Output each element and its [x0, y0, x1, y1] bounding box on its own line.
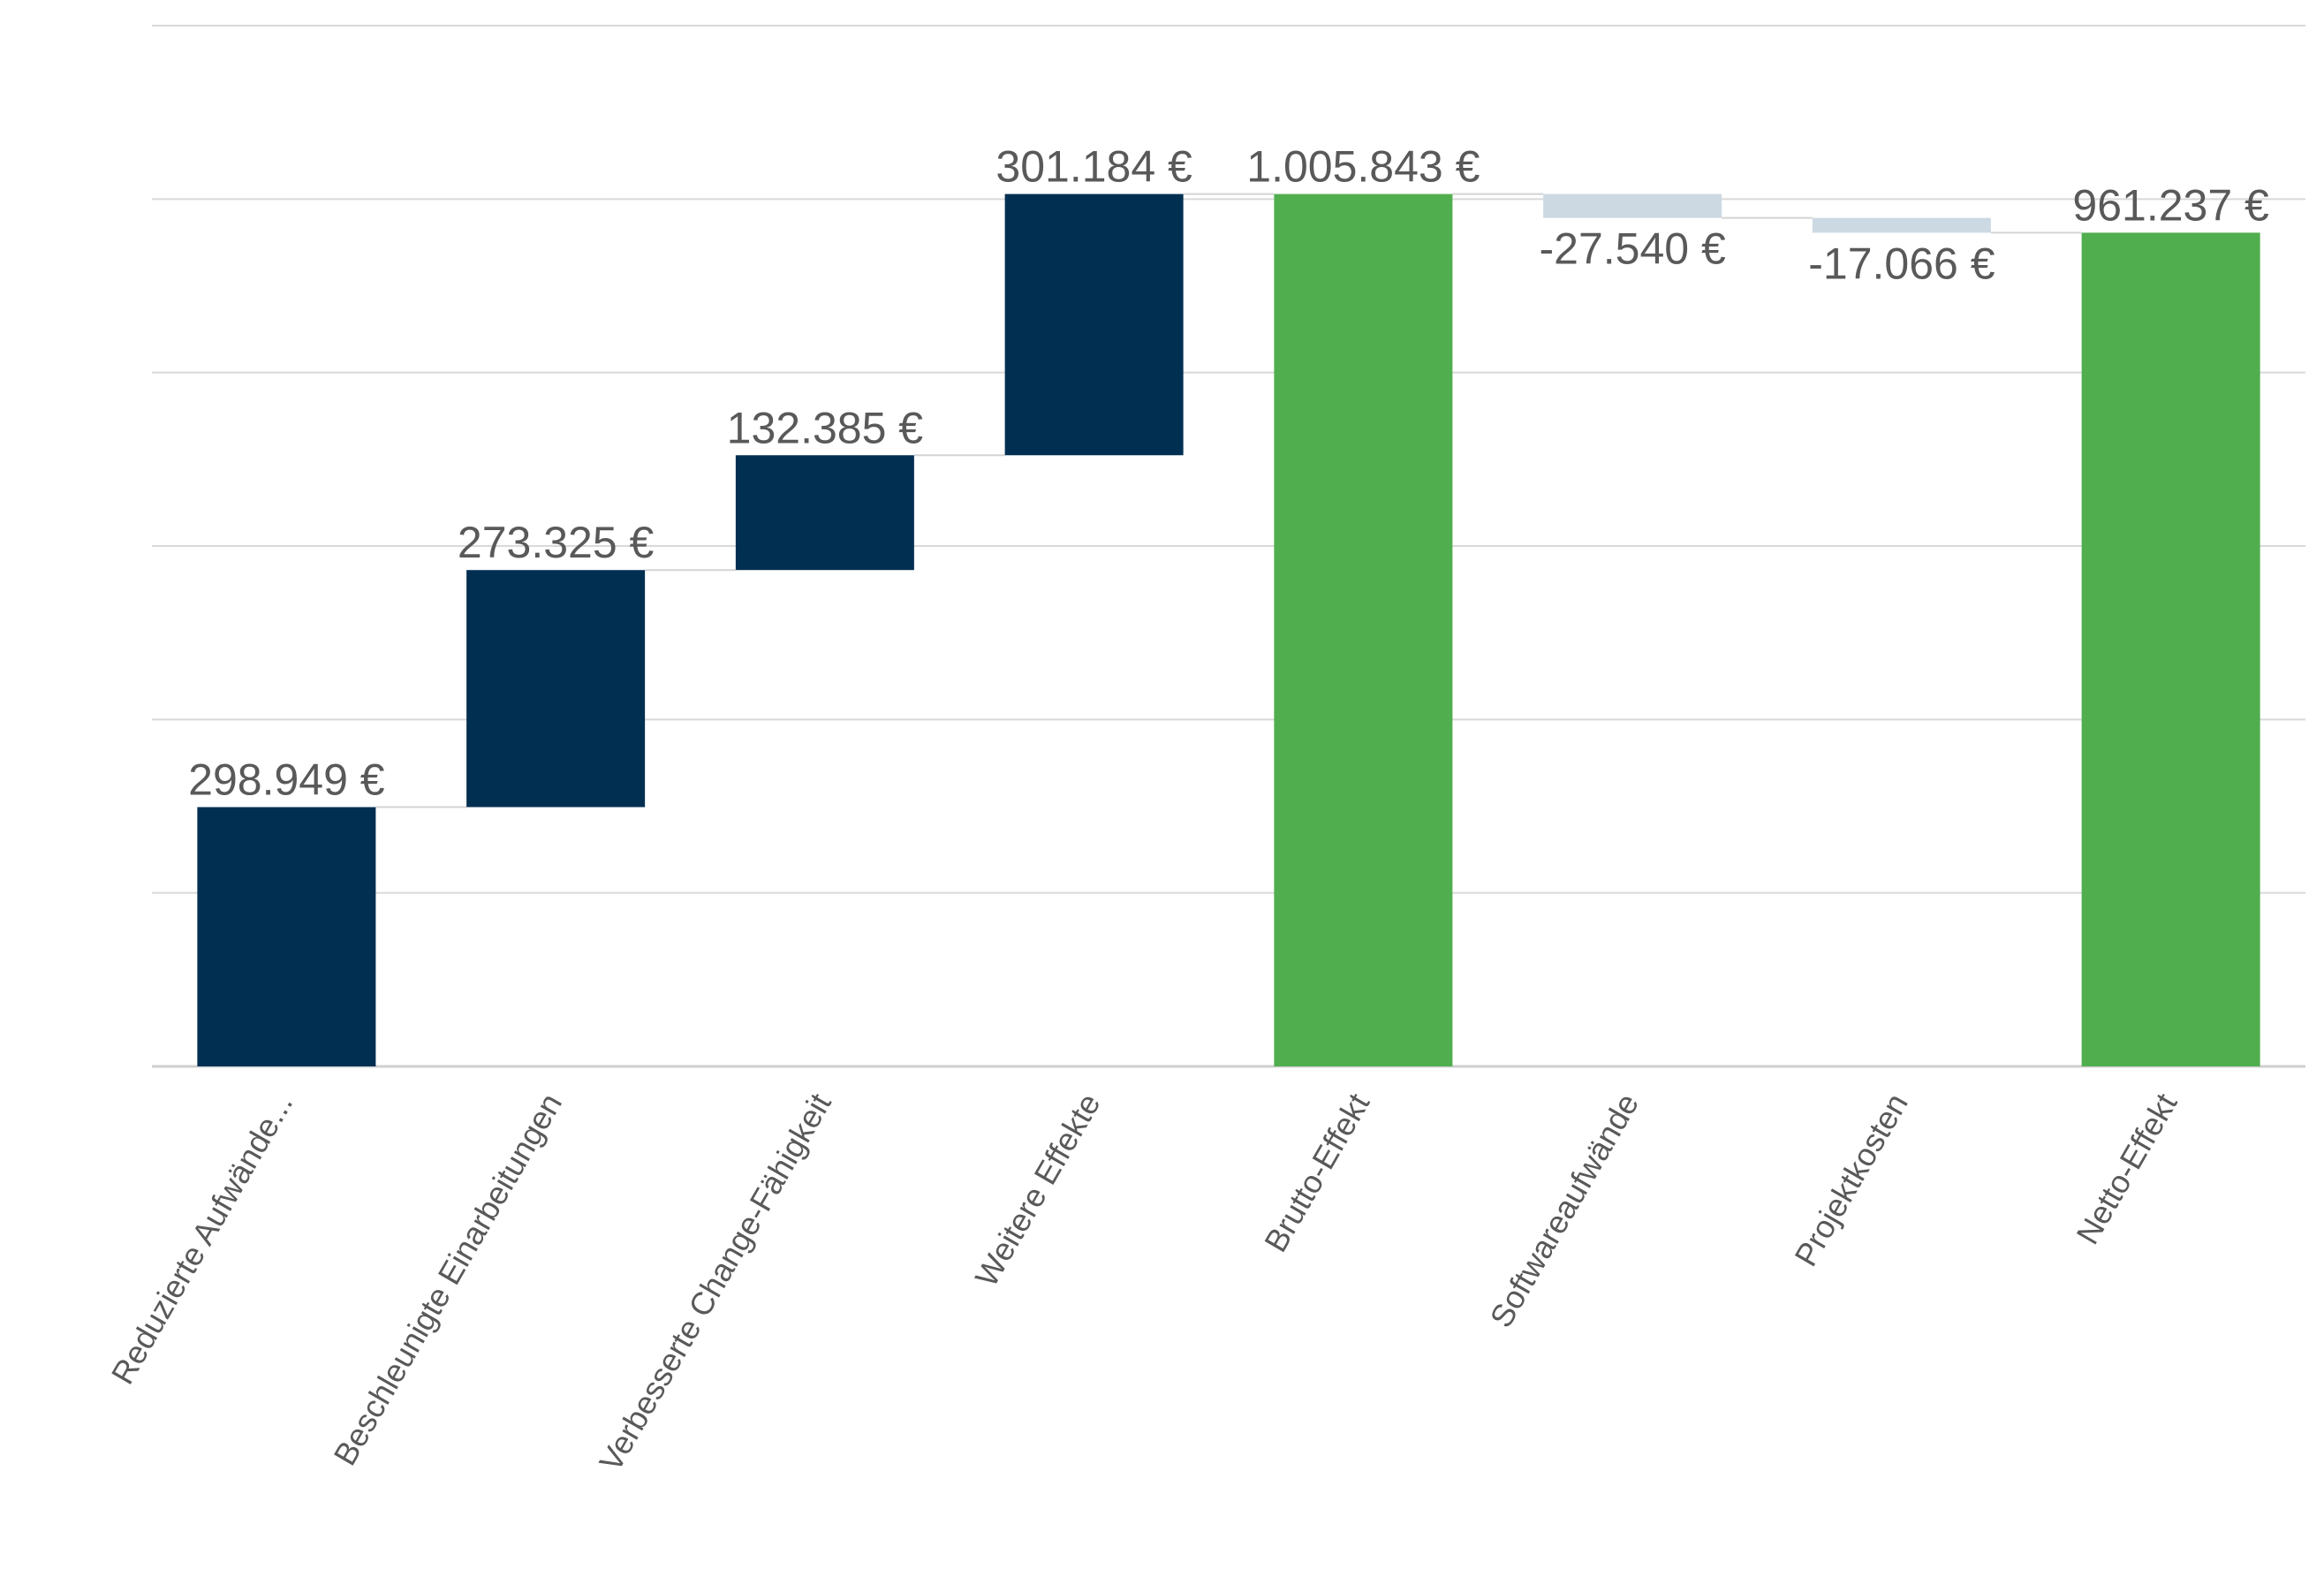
data-label: 1.005.843 €: [1246, 142, 1480, 192]
x-tick-label: Softwareaufwände: [1482, 1088, 1646, 1334]
bar-increase: [735, 455, 914, 571]
x-tick-label: Projektkosten: [1787, 1088, 1915, 1272]
x-tick-label: Weitere Effekte: [968, 1088, 1108, 1293]
connectors: [375, 193, 2082, 808]
data-label: 132.385 €: [727, 403, 924, 452]
x-tick-label: Verbesserte Change-Fähigkeit: [592, 1088, 838, 1478]
bar-increase: [466, 570, 646, 808]
x-tick-label: Brutto-Effekt: [1257, 1088, 1376, 1258]
x-tick-label: Reduzierte Aufwände...: [104, 1088, 300, 1391]
data-label: 273.325 €: [458, 518, 655, 567]
bars: [197, 193, 2260, 1066]
bar-total: [2081, 232, 2260, 1066]
x-tick-label: Netto-Effekt: [2069, 1088, 2184, 1251]
bar-decrease: [1812, 217, 1991, 233]
data-labels: 298.949 € 273.325 € 132.385 € 301.184 € 1.00…: [188, 142, 2269, 805]
data-label: 298.949 €: [188, 755, 385, 805]
bar-decrease: [1543, 193, 1722, 218]
data-label: -27.540 €: [1539, 224, 1725, 274]
bar-increase: [197, 807, 376, 1066]
x-axis-tick-labels: Reduzierte Aufwände... Beschleunigte Eina…: [104, 1088, 2184, 1478]
data-label: 301.184 €: [995, 142, 1192, 192]
bar-increase: [1004, 193, 1184, 456]
data-label: -17.066 €: [1808, 239, 1995, 288]
data-label: 961.237 €: [2072, 180, 2269, 230]
x-tick-label: Beschleunigte Einarbeitungen: [326, 1088, 569, 1472]
bar-total: [1274, 193, 1453, 1066]
